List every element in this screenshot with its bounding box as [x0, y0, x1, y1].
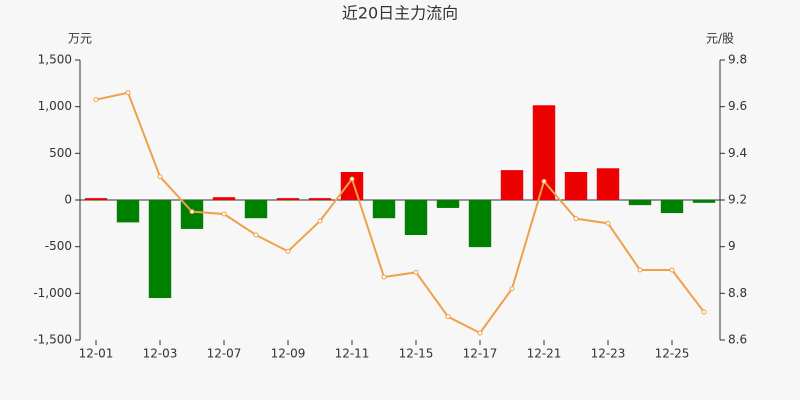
- x-tick-label: 12-17: [463, 347, 498, 361]
- bar: [84, 198, 108, 200]
- y2-tick-label: 9.2: [728, 193, 747, 207]
- bar: [116, 200, 140, 223]
- x-tick-label: 12-01: [79, 347, 114, 361]
- price-point: [253, 232, 259, 238]
- bar: [404, 200, 428, 235]
- price-point: [125, 90, 131, 96]
- y-tick-label: -1,000: [33, 286, 72, 300]
- y2-tick-label: 9.6: [728, 99, 747, 113]
- bar: [148, 200, 172, 298]
- bar: [692, 200, 716, 203]
- bar: [628, 200, 652, 206]
- price-point: [573, 216, 579, 222]
- price-point: [477, 330, 483, 336]
- y2-tick-label: 8.6: [728, 333, 747, 347]
- price-point: [669, 267, 675, 273]
- x-tick-label: 12-03: [143, 347, 178, 361]
- price-point: [349, 176, 355, 182]
- x-tick-label: 12-11: [335, 347, 370, 361]
- y-tick-label: -1,500: [33, 333, 72, 347]
- bar: [532, 105, 556, 200]
- y-tick-label: 1,500: [38, 53, 72, 67]
- bar: [468, 200, 492, 248]
- price-point: [381, 274, 387, 280]
- price-point: [637, 267, 643, 273]
- y2-tick-label: 9: [728, 239, 736, 253]
- x-tick-label: 12-09: [271, 347, 306, 361]
- chart-title: 近20日主力流向: [342, 4, 458, 23]
- bar: [500, 170, 524, 200]
- price-point: [701, 309, 707, 315]
- bar: [180, 200, 204, 229]
- y-axis-label: 万元: [68, 32, 92, 46]
- bar: [564, 172, 588, 200]
- price-point: [413, 269, 419, 275]
- price-point: [541, 178, 547, 184]
- price-point: [317, 218, 323, 224]
- x-tick-label: 12-25: [655, 347, 690, 361]
- x-tick-label: 12-07: [207, 347, 242, 361]
- price-point: [605, 220, 611, 226]
- price-point: [509, 286, 515, 292]
- y-tick-label: 500: [49, 146, 72, 160]
- x-tick-label: 12-21: [527, 347, 562, 361]
- y-tick-label: -500: [45, 239, 72, 253]
- bar: [660, 200, 684, 214]
- bar: [340, 172, 364, 200]
- bar: [436, 200, 460, 208]
- y-tick-label: 1,000: [38, 99, 72, 113]
- price-point: [157, 174, 163, 180]
- y2-tick-label: 9.4: [728, 146, 747, 160]
- price-point: [445, 314, 451, 320]
- bar: [308, 198, 332, 200]
- bar: [276, 198, 300, 200]
- price-point: [285, 248, 291, 254]
- x-tick-label: 12-23: [591, 347, 626, 361]
- bar: [596, 168, 620, 200]
- price-point: [93, 97, 99, 103]
- bar: [372, 200, 396, 219]
- y2-axis-label: 元/股: [706, 32, 734, 46]
- y2-tick-label: 9.8: [728, 53, 747, 67]
- price-point: [189, 209, 195, 215]
- y2-tick-label: 8.8: [728, 286, 747, 300]
- price-point: [221, 211, 227, 217]
- bar: [212, 197, 236, 200]
- x-tick-label: 12-15: [399, 347, 434, 361]
- bar: [244, 200, 268, 219]
- price-line: [95, 91, 705, 335]
- y-tick-label: 0: [64, 193, 72, 207]
